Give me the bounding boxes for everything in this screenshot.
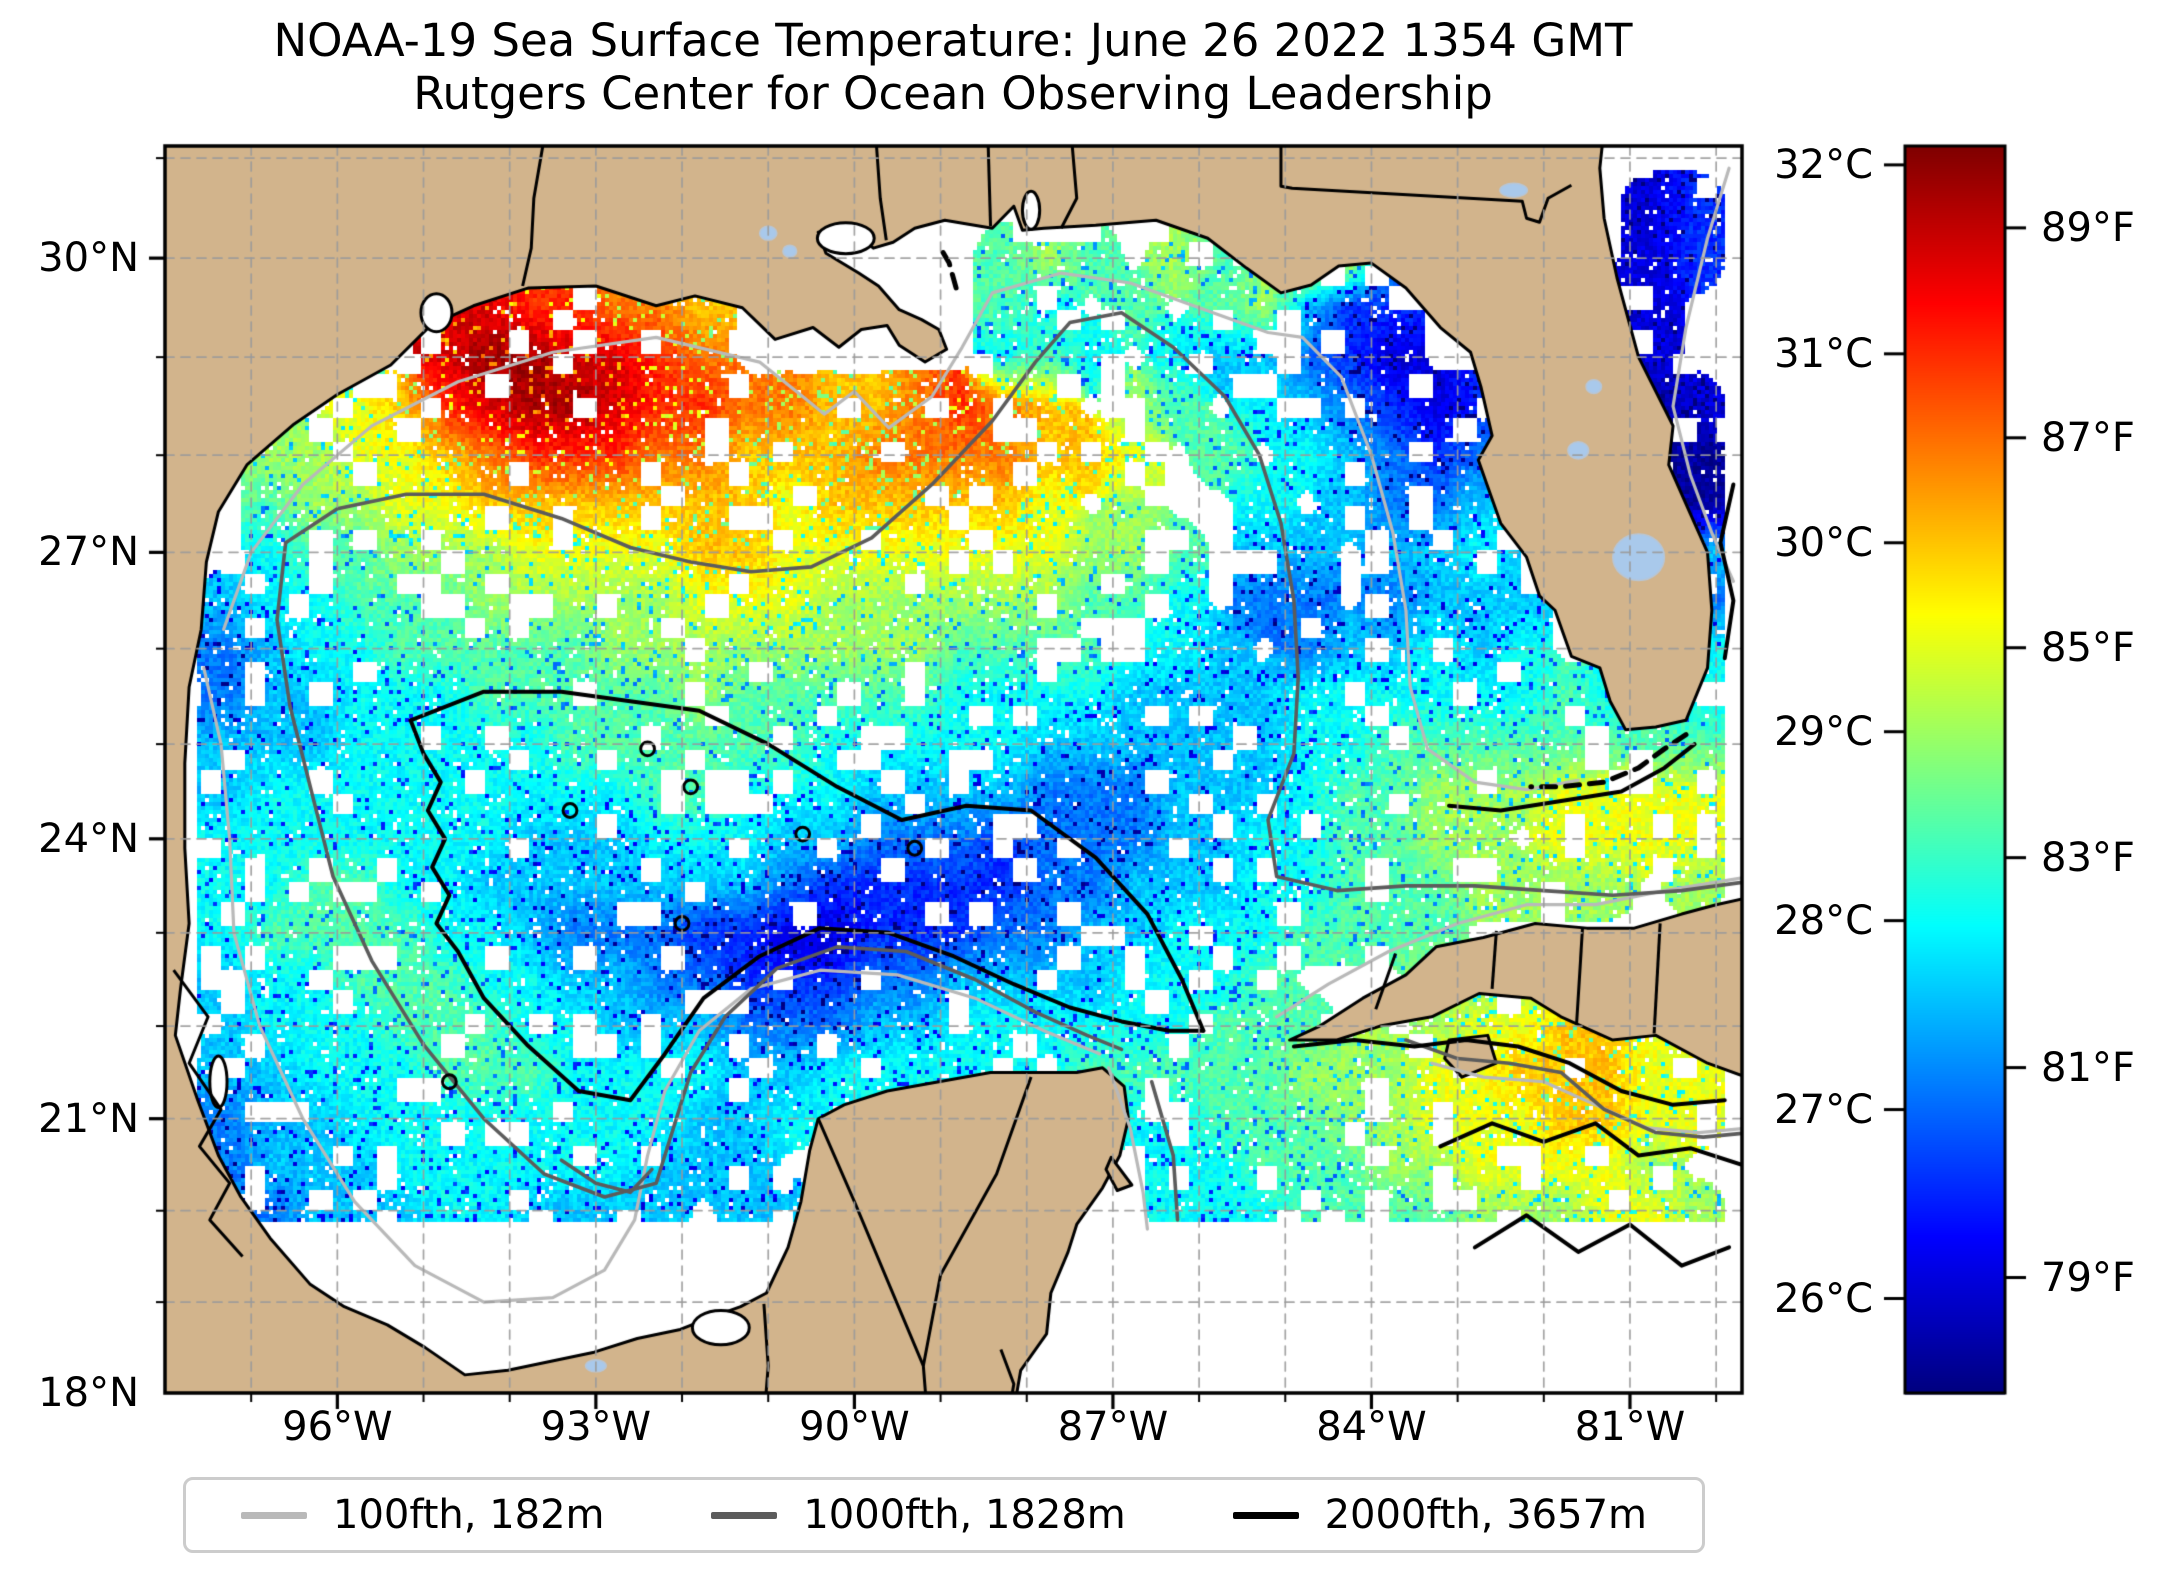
colorbar-celsius-label: 30°C: [1774, 519, 1873, 566]
x-tick-label: 90°W: [799, 1404, 910, 1450]
bathymetry-legend: 100fth, 182m 1000fth, 1828m 2000fth, 365…: [183, 1477, 1705, 1553]
legend-item-1000fth: 1000fth, 1828m: [711, 1492, 1126, 1538]
colorbar-fahrenheit-label: 87°F: [2041, 414, 2135, 461]
legend-item-100fth: 100fth, 182m: [241, 1492, 605, 1538]
colorbar-celsius-label: 29°C: [1774, 708, 1873, 755]
legend-line-1000fth-swatch: [711, 1511, 778, 1519]
colorbar-fahrenheit-label: 79°F: [2041, 1254, 2135, 1301]
legend-label-100fth: 100fth, 182m: [333, 1492, 605, 1538]
legend-line-100fth-swatch: [241, 1511, 307, 1519]
y-tick-label: 30°N: [38, 235, 139, 282]
colorbar-celsius-label: 27°C: [1774, 1086, 1873, 1133]
colorbar-fahrenheit-label: 85°F: [2041, 624, 2135, 671]
y-tick-label: 27°N: [38, 529, 139, 576]
title-line-2: Rutgers Center for Ocean Observing Leade…: [413, 67, 1493, 120]
colorbar-celsius-label: 32°C: [1774, 141, 1873, 188]
legend-label-1000fth: 1000fth, 1828m: [803, 1492, 1126, 1538]
legend-item-2000fth: 2000fth, 3657m: [1232, 1492, 1647, 1538]
y-tick-label: 18°N: [38, 1370, 139, 1416]
figure-title: NOAA-19 Sea Surface Temperature: June 26…: [273, 14, 1632, 120]
x-tick-label: 96°W: [282, 1404, 393, 1450]
colorbar-fahrenheit-label: 83°F: [2041, 834, 2135, 881]
legend-label-2000fth: 2000fth, 3657m: [1324, 1492, 1647, 1538]
colorbar-celsius-label: 28°C: [1774, 897, 1873, 944]
legend-line-2000fth-swatch: [1232, 1511, 1299, 1519]
colorbar-fahrenheit-label: 89°F: [2041, 204, 2135, 251]
x-tick-label: 93°W: [540, 1404, 652, 1450]
colorbar-celsius-label: 31°C: [1774, 330, 1873, 377]
y-tick-label: 21°N: [38, 1095, 139, 1142]
x-tick-label: 87°W: [1057, 1404, 1169, 1450]
title-line-1: NOAA-19 Sea Surface Temperature: June 26…: [273, 14, 1633, 67]
colorbar-celsius-label: 26°C: [1774, 1275, 1873, 1322]
y-tick-label: 24°N: [38, 815, 139, 862]
x-tick-label: 84°W: [1316, 1404, 1427, 1450]
colorbar-fahrenheit-label: 81°F: [2041, 1044, 2135, 1091]
x-tick-label: 81°W: [1574, 1404, 1686, 1450]
